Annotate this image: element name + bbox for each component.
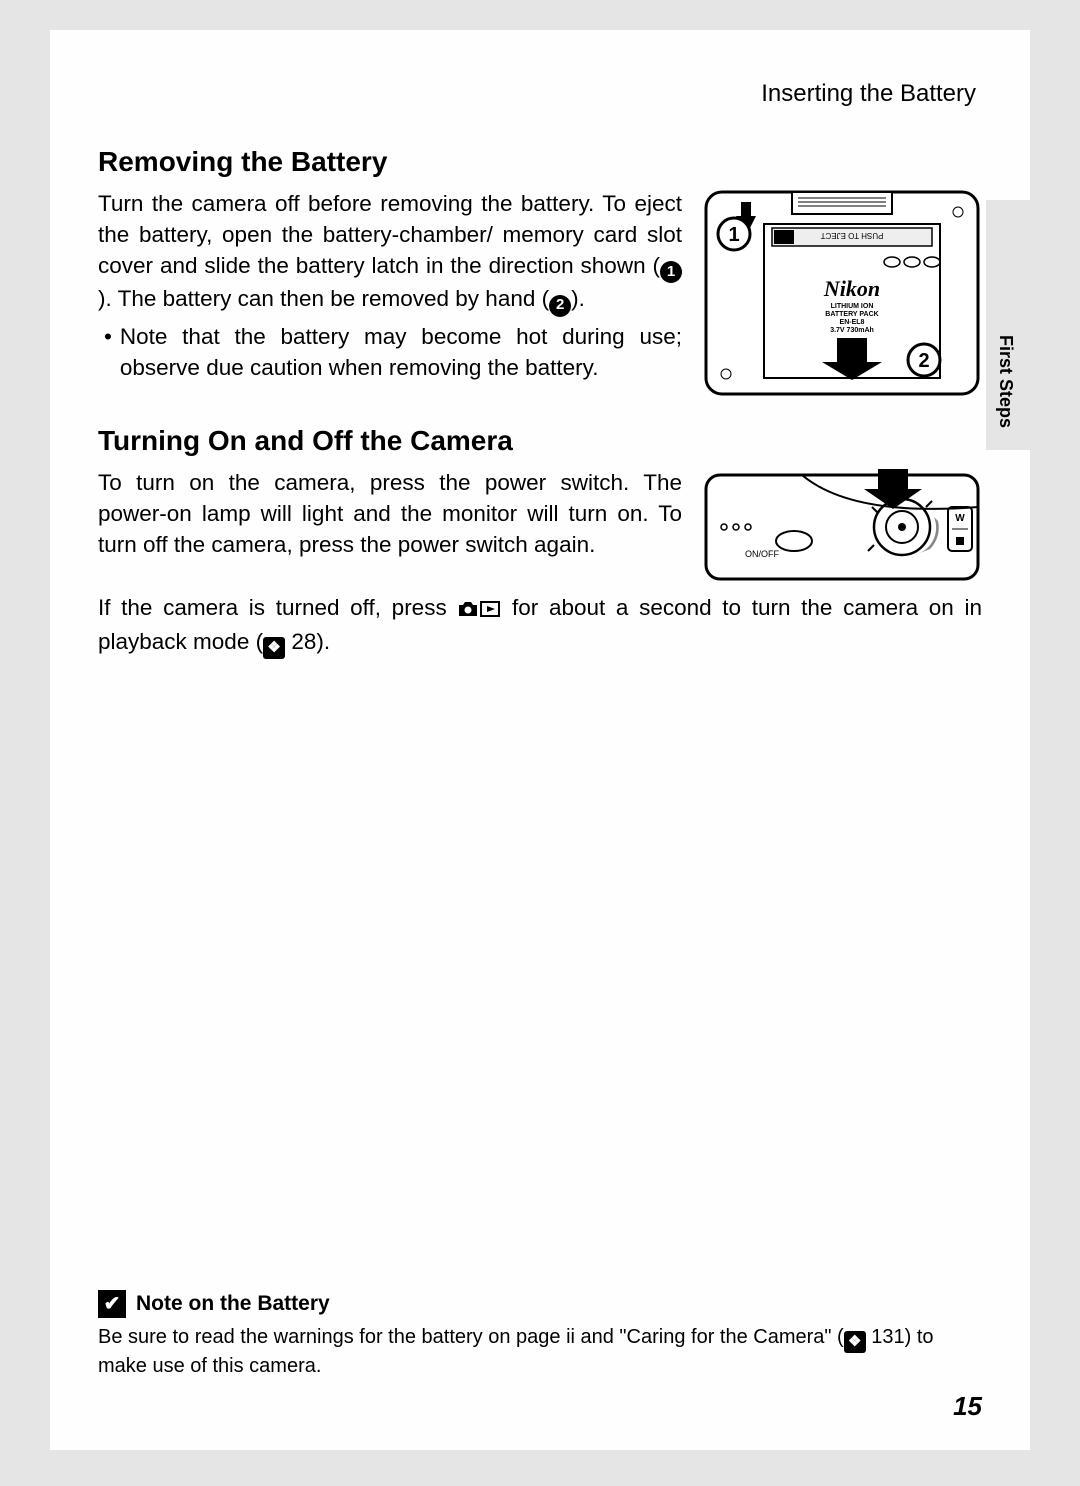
- circled-1-icon: 1: [660, 261, 682, 283]
- sec2-figure: ON/OFF W: [702, 467, 982, 592]
- sec2-p1: To turn on the camera, press the power s…: [98, 467, 682, 560]
- sec2-p2c: 28).: [285, 629, 330, 654]
- sec1-heading: Removing the Battery: [98, 146, 982, 178]
- push-label: PUSH TO EJECT: [820, 231, 883, 240]
- sec2-text: To turn on the camera, press the power s…: [98, 467, 682, 562]
- sec1-row: Turn the camera off before removing the …: [98, 188, 982, 403]
- note-body-a: Be sure to read the warnings for the bat…: [98, 1326, 844, 1348]
- sec2-row: To turn on the camera, press the power s…: [98, 467, 982, 592]
- svg-text:LITHIUM ION: LITHIUM ION: [831, 303, 874, 310]
- sec1-bullet: • Note that the battery may become hot d…: [98, 321, 682, 383]
- sec1-p1a: Turn the camera off before removing the …: [98, 191, 682, 278]
- page-number: 15: [953, 1391, 982, 1422]
- sec2-p2: If the camera is turned off, press for a…: [98, 592, 982, 659]
- sec2: Turning On and Off the Camera To turn on…: [98, 425, 982, 659]
- svg-text:2: 2: [918, 350, 929, 372]
- sec1-p1b: ). The battery can then be removed by ha…: [98, 286, 549, 311]
- circled-2-icon: 2: [549, 295, 571, 317]
- svg-text:W: W: [955, 513, 965, 524]
- svg-text:EN-EL8: EN-EL8: [840, 319, 865, 326]
- bullet-dot-icon: •: [98, 321, 112, 383]
- header-title: Inserting the Battery: [98, 80, 982, 108]
- note-heading-row: ✔ Note on the Battery: [98, 1290, 982, 1318]
- page-ref-icon: ❖: [263, 637, 285, 659]
- note-check-icon: ✔: [98, 1290, 126, 1318]
- page-ref-icon-2: ❖: [844, 1331, 866, 1353]
- sec2-p2a: If the camera is turned off, press: [98, 595, 457, 620]
- svg-text:3.7V 730mAh: 3.7V 730mAh: [830, 327, 874, 334]
- camera-playback-icon: [457, 595, 501, 626]
- sec1-text: Turn the camera off before removing the …: [98, 188, 682, 383]
- side-label: First Steps: [995, 335, 1016, 428]
- svg-text:1: 1: [728, 224, 739, 246]
- page: First Steps Inserting the Battery Removi…: [50, 30, 1030, 1450]
- sec2-heading: Turning On and Off the Camera: [98, 425, 982, 457]
- sec1-bullet-text: Note that the battery may become hot dur…: [120, 321, 682, 383]
- svg-text:BATTERY PACK: BATTERY PACK: [825, 311, 878, 318]
- note-body: Be sure to read the warnings for the bat…: [98, 1324, 982, 1380]
- sec1-figure: PUSH TO EJECT Nikon LITHIUM ION BATTERY …: [702, 188, 982, 403]
- sec1-p1c: ).: [571, 286, 585, 311]
- note-section: ✔ Note on the Battery Be sure to read th…: [98, 1290, 982, 1380]
- note-heading: Note on the Battery: [136, 1292, 330, 1316]
- sec1-para: Turn the camera off before removing the …: [98, 188, 682, 317]
- svg-text:Nikon: Nikon: [823, 276, 880, 301]
- sec2-p2-wrap: If the camera is turned off, press for a…: [98, 592, 982, 659]
- svg-text:ON/OFF: ON/OFF: [745, 549, 779, 559]
